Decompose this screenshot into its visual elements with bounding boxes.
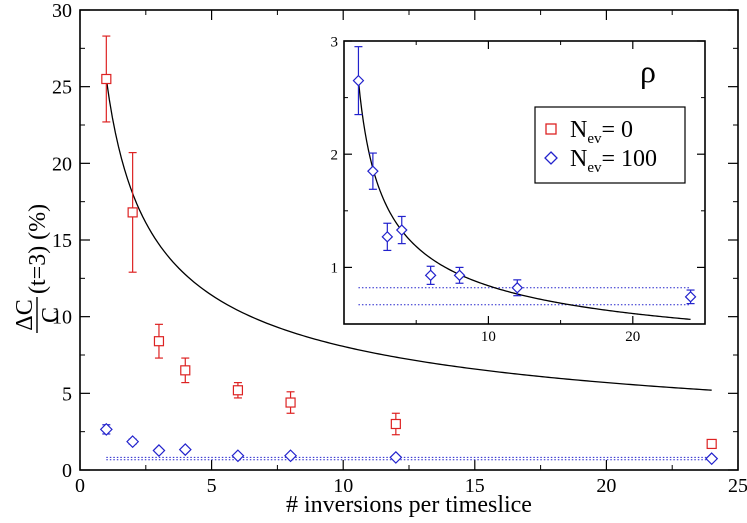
legend-box	[534, 106, 686, 184]
legend-label-nev-100: Nev= 100	[570, 146, 657, 176]
inset-points	[352, 46, 697, 305]
x-tick-label: 15	[465, 475, 485, 497]
data-point-diamond	[684, 290, 697, 303]
data-point-square	[127, 207, 138, 218]
y-tick-label: 3	[331, 34, 339, 50]
y-tick-label: 30	[52, 0, 72, 22]
y-label-numerator: ΔC	[12, 299, 38, 330]
inset-title: ρ	[640, 53, 656, 89]
inset-curve-group	[357, 80, 691, 321]
main-axis-ticks: 0 5 10 15 20 25 0 5 10 15 20 25 30	[52, 0, 747, 497]
data-point-diamond	[178, 443, 192, 457]
y-axis-label: ΔC C (t=3) (%)	[12, 204, 64, 333]
data-point-diamond	[424, 269, 437, 282]
x-tick-label: 20	[596, 475, 616, 497]
y-label-denominator: C	[38, 307, 64, 323]
main-bands	[106, 456, 712, 461]
data-point-square	[706, 438, 717, 450]
y-tick-label: 5	[62, 383, 72, 405]
inset-plot-frame	[343, 40, 706, 325]
y-tick-label: 1	[331, 261, 339, 277]
legend: Nev= 0 Nev= 100	[534, 106, 686, 184]
legend-sub: ev	[587, 160, 602, 176]
y-tick-label: 20	[52, 153, 72, 175]
legend-suffix: = 0	[602, 117, 634, 143]
legend-entry-nev-0: Nev= 0	[545, 117, 633, 147]
inset-bands	[358, 287, 691, 306]
x-tick-label: 10	[481, 329, 496, 345]
legend-diamond-marker	[544, 151, 558, 165]
legend-square-marker	[545, 123, 557, 135]
data-point-diamond	[99, 422, 113, 436]
x-tick-label: 0	[75, 475, 85, 497]
data-point-diamond	[231, 449, 245, 463]
data-point-square	[232, 385, 244, 396]
data-point-square	[153, 336, 165, 347]
legend-sub: ev	[587, 131, 602, 147]
data-point-diamond	[511, 281, 524, 294]
x-tick-label: 25	[728, 475, 747, 497]
data-point-diamond	[352, 74, 365, 87]
x-axis-label: # inversions per timeslice	[286, 492, 532, 518]
scaling-curve	[105, 78, 712, 391]
data-point-square	[390, 418, 401, 430]
data-point-diamond	[389, 450, 403, 464]
data-point-square	[285, 397, 296, 408]
data-point-diamond	[126, 435, 140, 449]
data-point-diamond	[705, 452, 719, 466]
data-point-diamond	[453, 269, 466, 282]
y-tick-label: 25	[52, 77, 72, 99]
data-point-diamond	[381, 230, 394, 243]
data-point-square	[180, 365, 191, 376]
inset-axis-ticks: 10 20 1 2 3	[331, 34, 706, 345]
main-curve-group	[105, 78, 712, 391]
x-tick-label: 5	[207, 475, 217, 497]
scaling-curve	[357, 80, 691, 321]
data-point-diamond	[284, 449, 298, 463]
y-tick-label: 15	[52, 230, 72, 252]
legend-suffix: = 100	[602, 146, 658, 172]
data-point-diamond	[152, 444, 166, 458]
data-point-square	[101, 73, 112, 85]
y-tick-label: 10	[52, 307, 72, 329]
legend-entry-nev-100: Nev= 100	[544, 146, 657, 176]
legend-base: N	[570, 146, 587, 172]
y-label-suffix: (t=3) (%)	[25, 204, 51, 294]
x-tick-label: 10	[333, 475, 353, 497]
y-tick-label: 0	[62, 460, 72, 482]
x-tick-label: 20	[625, 329, 640, 345]
data-point-diamond	[367, 165, 379, 178]
data-point-diamond	[395, 224, 408, 236]
y-tick-label: 2	[331, 147, 339, 163]
legend-label-nev-0: Nev= 0	[570, 117, 633, 147]
main-points	[99, 35, 719, 466]
legend-base: N	[570, 117, 587, 143]
